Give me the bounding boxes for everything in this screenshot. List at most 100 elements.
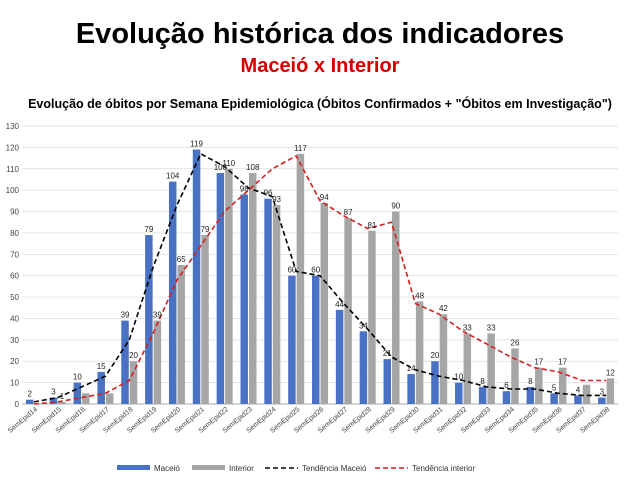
y-tick-label: 20 xyxy=(10,357,19,366)
data-label-interior: 117 xyxy=(294,144,307,153)
data-label-maceio: 108 xyxy=(214,163,228,172)
x-axis-categories: SemEpid14SemEpid15SemEpid16SemEpid17SemE… xyxy=(7,406,611,435)
bar-maceio xyxy=(97,371,105,404)
data-label-interior: 94 xyxy=(320,193,329,202)
legend-swatch xyxy=(117,465,150,470)
data-label-interior: 39 xyxy=(153,311,162,320)
legend-item-interior: Interior xyxy=(192,464,254,473)
data-label-interior: 17 xyxy=(534,358,543,367)
data-label-maceio: 10 xyxy=(454,373,463,382)
bar-interior xyxy=(58,401,66,404)
bar-maceio xyxy=(383,359,392,404)
bar-maceio xyxy=(502,391,511,404)
bar-interior xyxy=(82,393,90,404)
legend-item-trend-maceio: Tendência Maceió xyxy=(265,464,367,473)
data-label-maceio: 79 xyxy=(144,225,153,234)
data-label-maceio: 2 xyxy=(27,390,32,399)
data-label-maceio: 96 xyxy=(264,189,273,198)
chart-title: Evolução de óbitos por Semana Epidemioló… xyxy=(28,97,612,111)
bar-maceio xyxy=(192,149,201,404)
data-label-interior: 79 xyxy=(201,225,210,234)
data-label-interior: 33 xyxy=(463,323,472,332)
data-label-maceio: 8 xyxy=(480,377,485,386)
bar-maceio xyxy=(288,275,296,404)
trend-line-interior xyxy=(33,154,607,405)
trend-line-maceio xyxy=(33,152,607,403)
data-label-maceio: 3 xyxy=(51,388,56,397)
y-tick-label: 90 xyxy=(10,208,19,217)
legend-label: Maceió xyxy=(154,464,180,473)
bar-interior xyxy=(511,348,519,404)
bar-interior xyxy=(558,367,567,404)
data-label-maceio: 34 xyxy=(359,321,368,330)
bar-maceio xyxy=(335,309,344,404)
y-tick-label: 130 xyxy=(6,122,20,131)
data-label-interior: 108 xyxy=(246,163,260,172)
data-label-interior: 81 xyxy=(367,221,376,230)
data-label-maceio: 119 xyxy=(190,140,203,149)
bar-maceio xyxy=(145,235,153,404)
bar-interior xyxy=(105,393,114,404)
bar-maceio xyxy=(121,320,129,404)
data-label-interior: 20 xyxy=(129,351,138,360)
data-label-interior: 110 xyxy=(223,159,236,168)
trend-lines xyxy=(33,152,607,405)
bar-interior xyxy=(201,235,209,404)
y-tick-label: 0 xyxy=(15,400,20,409)
bar-maceio xyxy=(264,198,272,404)
data-label-interior: 90 xyxy=(391,202,400,211)
data-label-maceio: 15 xyxy=(97,362,106,371)
data-label-maceio: 14 xyxy=(407,364,416,373)
data-label-maceio: 98 xyxy=(240,184,249,193)
bar-maceio xyxy=(216,173,225,404)
bar-maceio xyxy=(598,397,606,404)
data-label-maceio: 6 xyxy=(504,381,509,390)
y-tick-label: 30 xyxy=(10,336,19,345)
legend-item-maceio: Maceió xyxy=(117,464,180,473)
data-label-interior: 1 xyxy=(60,392,65,401)
bar-interior xyxy=(582,384,591,404)
data-label-interior: 93 xyxy=(272,195,281,204)
bar-maceio xyxy=(73,382,82,404)
bar-interior xyxy=(153,320,162,404)
data-label-maceio: 60 xyxy=(311,266,320,275)
legend-item-trend-interior: Tendência interior xyxy=(375,464,475,473)
bar-interior xyxy=(296,153,305,404)
bar-maceio xyxy=(312,275,320,404)
data-label-interior: 65 xyxy=(177,255,186,264)
data-label-maceio: 39 xyxy=(121,311,130,320)
bar-maceio xyxy=(49,397,58,404)
bar-maceio xyxy=(240,194,248,404)
bars xyxy=(25,149,615,404)
bar-interior xyxy=(272,205,281,404)
data-label-maceio: 5 xyxy=(552,383,557,392)
bar-interior xyxy=(487,333,495,404)
data-label-maceio: 20 xyxy=(430,351,439,360)
bar-interior xyxy=(225,168,233,404)
legend-label: Interior xyxy=(229,464,254,473)
data-label-interior: 12 xyxy=(606,368,615,377)
data-label-maceio: 4 xyxy=(576,385,581,394)
bar-interior xyxy=(606,378,615,404)
data-label-maceio: 8 xyxy=(528,377,533,386)
y-tick-label: 10 xyxy=(10,379,19,388)
data-label-interior: 26 xyxy=(511,338,520,347)
data-label-interior: 42 xyxy=(439,304,448,313)
bar-interior xyxy=(439,314,448,404)
legend: Maceió Interior Tendência Maceió Tendência … xyxy=(117,464,475,473)
data-label-maceio: 44 xyxy=(335,300,344,309)
bar-interior xyxy=(129,361,138,404)
data-label-interior: 33 xyxy=(487,323,496,332)
data-labels: 2 3 11015392079391046511979108110981089693… xyxy=(27,140,615,401)
y-tick-label: 110 xyxy=(6,165,19,174)
y-tick-label: 100 xyxy=(6,186,20,195)
y-tick-label: 70 xyxy=(10,250,19,259)
data-label-interior: 48 xyxy=(415,291,424,300)
bar-maceio xyxy=(431,361,439,404)
y-axis-ticks: 0 10 20 30 40 50 60 70 80 90 100 110 120 130 xyxy=(6,122,20,409)
bar-interior xyxy=(248,173,257,404)
bar-maceio xyxy=(25,399,34,404)
data-label-maceio: 3 xyxy=(600,388,605,397)
data-label-interior: 87 xyxy=(344,208,353,217)
